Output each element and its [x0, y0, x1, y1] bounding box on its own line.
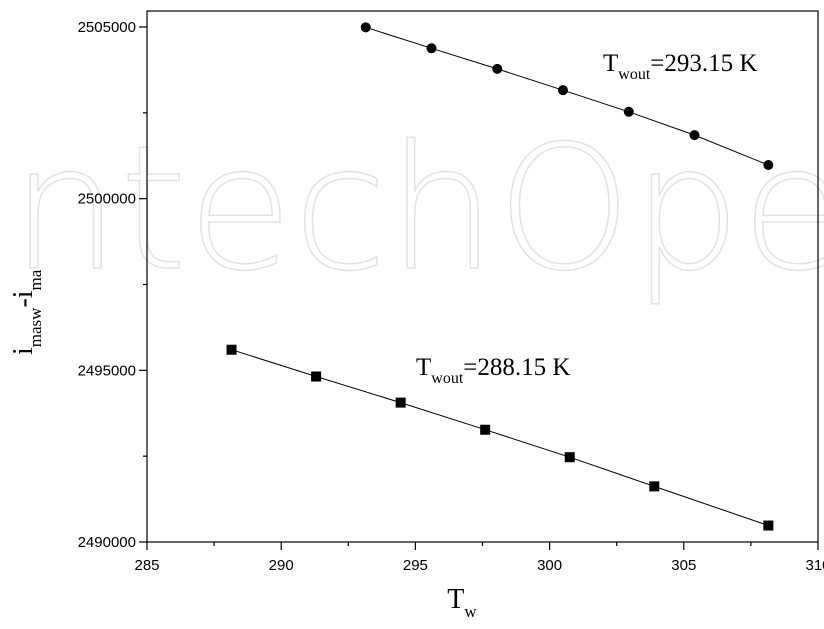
- x-tick-label: 290: [269, 557, 294, 574]
- series-label-2-sub: wout: [431, 370, 464, 387]
- series-1-point: [689, 130, 700, 141]
- x-axis-title-sub: w: [464, 602, 477, 621]
- series-2-point: [480, 424, 491, 435]
- series-label-2: Twout=288.15 K: [416, 354, 570, 387]
- series-1-point: [623, 106, 634, 117]
- series-2-point: [763, 520, 774, 531]
- y-tick-label: 2505000: [78, 19, 136, 36]
- x-tick-label: 305: [671, 557, 696, 574]
- series-1-point: [426, 43, 437, 54]
- y-axis-title-part-3: -i: [8, 290, 39, 307]
- series-2-point: [564, 452, 575, 463]
- x-axis-title: Tw: [447, 584, 477, 621]
- series-layer: [226, 22, 774, 531]
- watermark: IntechOpen: [0, 107, 824, 310]
- axes: 285 290 295 300 305 310 2490000 2495000 2500000 2…: [78, 19, 824, 574]
- series-2-point: [311, 371, 322, 382]
- x-tick-label: 300: [537, 557, 562, 574]
- x-tick-label: 295: [403, 557, 428, 574]
- x-axis-title-main: T: [447, 584, 464, 615]
- series-label-1-value: =293.15 K: [650, 50, 757, 77]
- y-axis-title-part-4: ma: [26, 269, 45, 290]
- series-2-point: [226, 344, 237, 355]
- y-axis-title: imasw-ima: [8, 269, 45, 355]
- x-tick-label: 310: [805, 557, 824, 574]
- y-axis-title-part-1: i: [8, 347, 39, 355]
- series-1-point: [492, 63, 503, 74]
- series-1-point: [558, 85, 569, 96]
- y-axis-title-part-2: masw: [26, 307, 45, 347]
- series-2-point: [649, 481, 660, 492]
- series-label-2-main: T: [416, 354, 431, 381]
- series-1-point: [763, 160, 774, 171]
- series-label-1-sub: wout: [618, 66, 651, 83]
- series-1-point: [360, 22, 371, 33]
- series-2-point: [395, 397, 406, 408]
- y-tick-label: 2500000: [78, 191, 136, 208]
- series-label-1: Twout=293.15 K: [603, 50, 757, 83]
- y-tick-label: 2495000: [78, 362, 136, 379]
- series-label-2-value: =288.15 K: [463, 354, 570, 381]
- watermark-text: IntechOpen: [0, 108, 824, 309]
- series-label-1-main: T: [603, 50, 618, 77]
- x-tick-label: 285: [134, 557, 159, 574]
- y-tick-label: 2490000: [78, 534, 136, 551]
